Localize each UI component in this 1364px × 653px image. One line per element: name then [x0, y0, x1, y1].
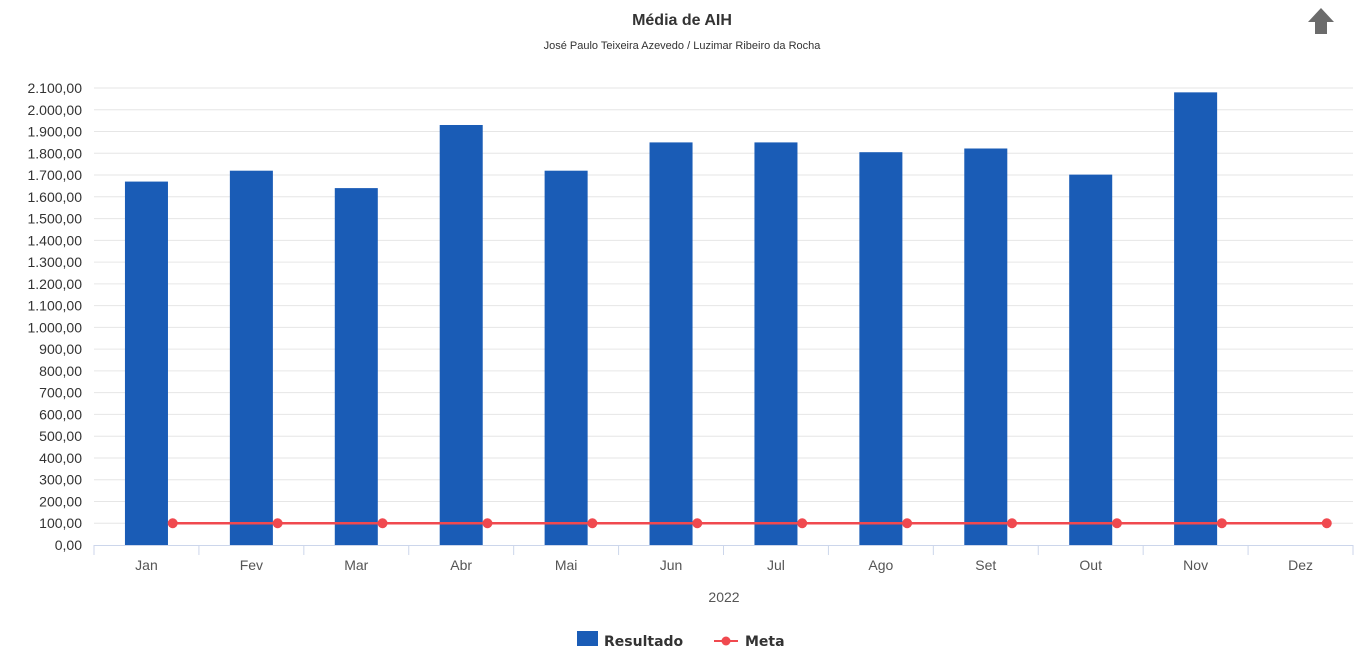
meta-point[interactable] [272, 518, 283, 529]
x-tick-label: Dez [1288, 557, 1313, 573]
bar-resultado[interactable] [1069, 174, 1113, 546]
bar-resultado[interactable] [649, 142, 693, 545]
bar-resultado[interactable] [1174, 92, 1218, 545]
bar-resultado[interactable] [439, 124, 483, 545]
line-series-meta [167, 518, 1332, 529]
meta-point[interactable] [377, 518, 388, 529]
meta-point[interactable] [797, 518, 808, 529]
meta-point[interactable] [1321, 518, 1332, 529]
y-tick-label: 2.100,00 [28, 80, 83, 96]
x-tick-label: Set [975, 557, 996, 573]
y-tick-label: 1.500,00 [28, 211, 83, 227]
y-tick-label: 400,00 [39, 450, 82, 466]
x-tick-label: Out [1079, 557, 1102, 573]
y-tick-label: 100,00 [39, 515, 82, 531]
x-tick-label: Jul [767, 557, 785, 573]
y-tick-label: 700,00 [39, 385, 82, 401]
x-tick-label: Mai [555, 557, 578, 573]
y-tick-label: 1.400,00 [28, 232, 83, 248]
meta-point[interactable] [167, 518, 178, 529]
y-tick-label: 1.100,00 [28, 298, 83, 314]
x-axis-label: 2022 [708, 589, 739, 605]
x-tick-label: Fev [240, 557, 263, 573]
x-axis: Jan Fev Mar Abr Mai Jun Jul Ago Set Out Nov Dez [93, 545, 1354, 573]
meta-point[interactable] [482, 518, 493, 529]
bar-series-resultado [124, 92, 1218, 546]
y-tick-label: 600,00 [39, 406, 82, 422]
y-tick-label: 500,00 [39, 428, 82, 444]
y-tick-label: 1.300,00 [28, 254, 83, 270]
legend-label-resultado: Resultado [604, 634, 684, 650]
bar-resultado[interactable] [964, 148, 1008, 545]
y-tick-label: 1.000,00 [28, 319, 83, 335]
bar-resultado[interactable] [124, 181, 168, 546]
legend-label-meta: Meta [745, 634, 785, 650]
y-tick-label: 1.800,00 [28, 145, 83, 161]
bar-resultado[interactable] [754, 142, 798, 545]
x-tick-label: Jun [660, 557, 683, 573]
legend: Resultado Meta [577, 631, 785, 650]
bar-resultado[interactable] [544, 170, 588, 545]
x-tick-label: Mar [344, 557, 368, 573]
export-menu-button[interactable] [1308, 8, 1334, 34]
bar-resultado[interactable] [859, 152, 903, 545]
meta-point[interactable] [1111, 518, 1122, 529]
y-tick-label: 800,00 [39, 363, 82, 379]
legend-item-resultado[interactable]: Resultado [577, 631, 684, 650]
y-tick-label: 2.000,00 [28, 102, 83, 118]
x-tick-label: Ago [868, 557, 893, 573]
y-tick-label: 0,00 [55, 537, 82, 553]
legend-swatch-resultado [577, 631, 598, 646]
y-tick-label: 900,00 [39, 341, 82, 357]
bar-resultado[interactable] [334, 188, 378, 545]
y-tick-label: 1.200,00 [28, 276, 83, 292]
meta-point[interactable] [692, 518, 703, 529]
x-tick-label: Abr [450, 557, 472, 573]
grid-lines [94, 87, 1353, 524]
y-tick-label: 1.700,00 [28, 167, 83, 183]
x-tick-label: Nov [1183, 557, 1208, 573]
arrow-up-icon [1308, 8, 1334, 34]
y-tick-label: 300,00 [39, 472, 82, 488]
chart-subtitle: José Paulo Teixeira Azevedo / Luzimar Ri… [544, 40, 822, 52]
chart-title: Média de AIH [632, 12, 732, 29]
y-axis: 0,00 100,00 200,00 300,00 400,00 500,00 600,00… [28, 80, 83, 553]
meta-point[interactable] [1007, 518, 1018, 529]
y-tick-label: 200,00 [39, 493, 82, 509]
x-tick-label: Jan [135, 557, 158, 573]
legend-swatch-meta-marker [721, 636, 731, 646]
y-tick-label: 1.600,00 [28, 189, 83, 205]
legend-item-meta[interactable]: Meta [714, 634, 785, 650]
y-tick-label: 1.900,00 [28, 124, 83, 140]
meta-point[interactable] [587, 518, 598, 529]
meta-point[interactable] [1216, 518, 1227, 529]
bar-resultado[interactable] [229, 170, 273, 545]
meta-point[interactable] [902, 518, 913, 529]
